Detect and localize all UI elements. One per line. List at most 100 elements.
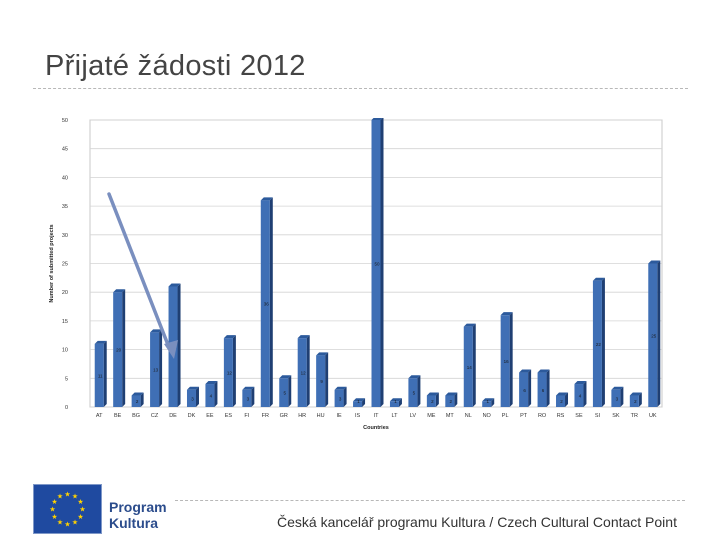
data-label: 2: [560, 399, 563, 404]
bar-top: [223, 335, 236, 339]
data-label: 2: [431, 399, 434, 404]
x-tick-label: NL: [465, 413, 472, 419]
bar: [316, 355, 326, 407]
bar-top: [371, 118, 383, 120]
bar: [592, 280, 602, 407]
data-label: 3: [339, 396, 342, 401]
bar-side: [491, 398, 495, 407]
bar: [205, 384, 215, 407]
bar: [574, 384, 584, 407]
star-icon: ★: [77, 498, 83, 506]
star-icon: ★: [64, 491, 70, 499]
bar-side: [251, 386, 255, 407]
x-tick-label: LV: [410, 413, 417, 419]
x-tick-label: NO: [483, 413, 492, 419]
bar-side: [122, 289, 126, 407]
bar-side: [362, 398, 366, 407]
bar: [371, 120, 381, 407]
data-label: 22: [596, 342, 602, 347]
y-tick-label: 15: [62, 319, 68, 325]
bar-side: [638, 392, 642, 407]
bar: [482, 401, 492, 407]
bar-side: [325, 352, 329, 407]
bar-side: [509, 312, 513, 407]
bar-top: [648, 260, 661, 264]
bar-top: [94, 340, 107, 344]
data-label: 20: [116, 348, 122, 353]
x-tick-label: SE: [575, 413, 583, 419]
data-label: 1: [394, 399, 397, 404]
bar-top: [168, 283, 181, 287]
data-label: 3: [616, 396, 619, 401]
bar-side: [435, 392, 439, 407]
bar-top: [186, 386, 199, 390]
bar: [611, 389, 621, 407]
bar-top: [205, 381, 218, 385]
x-tick-label: BG: [132, 413, 140, 419]
bar-top: [150, 329, 163, 333]
data-label: 36: [264, 302, 270, 307]
x-tick-label: SI: [595, 413, 601, 419]
data-label: 2: [450, 399, 453, 404]
y-axis-label: Number of submitted projects: [49, 224, 55, 302]
bar-side: [472, 323, 476, 407]
bar: [537, 372, 547, 407]
bar-side: [583, 381, 587, 407]
x-tick-label: HU: [317, 413, 325, 419]
x-tick-label: EE: [206, 413, 214, 419]
bar-side: [620, 386, 624, 407]
bar: [389, 401, 399, 407]
bar: [408, 378, 418, 407]
y-tick-label: 30: [62, 233, 68, 239]
data-label: 3: [247, 396, 250, 401]
star-icon: ★: [49, 506, 55, 514]
x-axis-label: Countries: [363, 425, 389, 431]
bar-top: [445, 392, 458, 396]
bar-top: [629, 392, 642, 396]
data-label: 12: [227, 371, 233, 376]
footer-divider: [175, 500, 685, 501]
bar: [463, 326, 473, 407]
y-tick-label: 25: [62, 262, 68, 268]
bar: [131, 395, 141, 407]
program-kultura-logo: ★ ★ ★ ★ ★ ★ ★ ★ ★ ★ ★ ★ Program Kultura: [33, 484, 175, 534]
bar-side: [565, 392, 569, 407]
eu-flag-icon: ★ ★ ★ ★ ★ ★ ★ ★ ★ ★ ★ ★: [33, 484, 102, 534]
bar-top: [482, 398, 495, 402]
x-tick-label: RS: [557, 413, 565, 419]
data-label: 1: [357, 399, 360, 404]
x-tick-label: FR: [262, 413, 269, 419]
bar: [260, 200, 270, 407]
x-tick-label: ME: [427, 413, 436, 419]
x-tick-label: CZ: [151, 413, 159, 419]
footer-text: Česká kancelář programu Kultura / Czech …: [277, 514, 677, 530]
bar-top: [334, 386, 347, 390]
star-icon: ★: [77, 513, 83, 521]
bar-top: [556, 392, 569, 396]
bar-side: [380, 118, 384, 407]
data-label: 2: [634, 399, 637, 404]
bar-side: [214, 381, 218, 407]
bar: [648, 263, 658, 407]
bar: [223, 338, 233, 407]
bar-side: [601, 277, 605, 407]
bar-top: [611, 386, 624, 390]
y-tick-label: 0: [65, 405, 68, 411]
bar-top: [113, 289, 126, 293]
x-tick-label: IE: [336, 413, 342, 419]
x-tick-label: FI: [244, 413, 249, 419]
x-tick-label: ES: [225, 413, 233, 419]
annotation-arrowhead: [164, 340, 178, 359]
star-icon: ★: [51, 513, 57, 521]
x-tick-label: RO: [538, 413, 547, 419]
bar: [150, 332, 160, 407]
star-icon: ★: [57, 493, 63, 501]
logo-text-kultura: Kultura: [109, 515, 158, 531]
bar: [519, 372, 529, 407]
bar-top: [279, 375, 292, 379]
bar-top: [389, 398, 402, 402]
bar-side: [657, 260, 661, 407]
bar-side: [306, 335, 310, 407]
bar-side: [232, 335, 236, 407]
